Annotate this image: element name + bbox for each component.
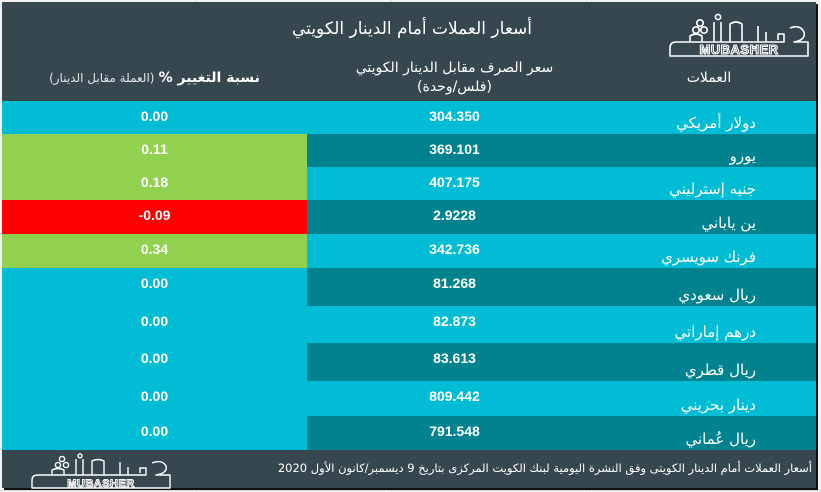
table-row: 0.18 407.175 جنيه إسترليني xyxy=(2,167,816,200)
currency-cell: ين ياباني xyxy=(602,200,816,234)
currency-cell: درهم إماراتي xyxy=(602,306,816,343)
rate-value: 82.873 xyxy=(433,313,476,329)
panel-footer: MUBASHER أسعار العملات أمام الدينار الكو… xyxy=(2,451,816,490)
currency-cell: يورو xyxy=(602,134,816,167)
table-row: 0.00 809.442 دينار بحريني xyxy=(2,381,816,416)
change-value: 0.18 xyxy=(140,174,169,190)
rate-cell: 2.9228 xyxy=(307,200,602,234)
change-value: 0.00 xyxy=(140,313,169,329)
rate-cell: 342.736 xyxy=(307,234,602,268)
change-value: -0.09 xyxy=(138,207,171,223)
rate-cell: 304.350 xyxy=(307,101,602,134)
panel-header: أسعار العملات أمام الدينار الكويتي MUBAS… xyxy=(2,2,816,58)
currency-cell: ريال قطري xyxy=(602,343,816,381)
currency-cell: ريال عُماني xyxy=(602,416,816,450)
table-row: 0.11 369.101 يورو xyxy=(2,134,816,167)
sheet-gridline xyxy=(0,490,821,491)
currency-cell: جنيه إسترليني xyxy=(602,167,816,200)
change-value: 0.00 xyxy=(140,108,169,124)
currency-name: درهم إماراتي xyxy=(674,323,756,341)
rates-table: 0.00 304.350 دولار أمريكي 0.11 369.101 يورو 0.… xyxy=(2,101,816,450)
currency-name: دولار أمريكي xyxy=(676,114,756,132)
currency-name: جنيه إسترليني xyxy=(669,180,756,198)
currency-cell: دينار بحريني xyxy=(602,381,816,416)
currency-name: ريال قطري xyxy=(684,361,756,379)
currency-name: ريال سعودي xyxy=(678,286,756,304)
rate-value: 809.442 xyxy=(429,388,480,404)
change-value: 0.00 xyxy=(140,388,169,404)
currency-name: يورو xyxy=(729,147,756,165)
rate-cell: 81.268 xyxy=(307,268,602,306)
table-row: 0.00 791.548 ريال عُماني xyxy=(2,416,816,450)
change-cell: 0.00 xyxy=(2,381,307,416)
change-cell: 0.11 xyxy=(2,134,307,167)
currency-cell: فرنك سويسري xyxy=(602,234,816,268)
change-cell: 0.34 xyxy=(2,234,307,268)
rate-value: 791.548 xyxy=(429,423,480,439)
rate-cell: 82.873 xyxy=(307,306,602,343)
change-value: 0.11 xyxy=(141,141,168,157)
table-row: 0.00 82.873 درهم إماراتي xyxy=(2,306,816,343)
column-header-change: نسبة التغيير % (العملة مقابل الدينار) xyxy=(2,55,307,101)
rate-value: 342.736 xyxy=(429,241,480,257)
svg-text:MUBASHER: MUBASHER xyxy=(699,42,778,57)
currency-name: فرنك سويسري xyxy=(661,248,756,266)
change-cell: 0.18 xyxy=(2,167,307,200)
rate-header-line1: سعر الصرف مقابل الدينار الكويتي xyxy=(355,60,554,76)
table-row: -0.09 2.9228 ين ياباني xyxy=(2,200,816,234)
change-value: 0.00 xyxy=(140,275,169,291)
column-header-currency: العملات xyxy=(686,70,732,86)
rate-cell: 809.442 xyxy=(307,381,602,416)
change-cell: -0.09 xyxy=(2,200,307,234)
currency-name: ين ياباني xyxy=(701,214,756,232)
change-header-main: نسبة التغيير % xyxy=(158,70,260,86)
page-title: أسعار العملات أمام الدينار الكويتي xyxy=(292,19,532,39)
rate-value: 369.101 xyxy=(429,141,480,157)
change-cell: 0.00 xyxy=(2,416,307,450)
currency-name: ريال عُماني xyxy=(685,430,756,448)
rate-header-line2: (فلس/وحدة) xyxy=(417,79,492,95)
change-value: 0.00 xyxy=(140,350,169,366)
rate-value: 83.613 xyxy=(433,350,476,366)
change-cell: 0.00 xyxy=(2,268,307,306)
rate-value: 81.268 xyxy=(433,275,476,291)
rate-value: 407.175 xyxy=(429,174,480,190)
currency-cell: دولار أمريكي xyxy=(602,101,816,134)
change-cell: 0.00 xyxy=(2,306,307,343)
rate-cell: 369.101 xyxy=(307,134,602,167)
change-cell: 0.00 xyxy=(2,343,307,381)
rate-cell: 83.613 xyxy=(307,343,602,381)
column-header-rate: سعر الصرف مقابل الدينار الكويتي (فلس/وحد… xyxy=(307,55,602,101)
change-header-sub: (العملة مقابل الدينار) xyxy=(49,71,155,85)
svg-text:MUBASHER: MUBASHER xyxy=(67,478,135,490)
footer-note: أسعار العملات أمام الدينار الكويتى وفق ا… xyxy=(277,461,812,475)
table-row: 0.00 83.613 ريال قطري xyxy=(2,343,816,381)
mubasher-logo-footer: MUBASHER xyxy=(31,453,171,490)
change-value: 0.00 xyxy=(140,423,169,439)
change-cell: 0.00 xyxy=(2,101,307,134)
rate-value: 304.350 xyxy=(429,108,480,124)
table-row: 0.34 342.736 فرنك سويسري xyxy=(2,234,816,268)
rate-cell: 791.548 xyxy=(307,416,602,450)
change-value: 0.34 xyxy=(140,241,169,257)
rate-value: 2.9228 xyxy=(433,207,476,223)
currency-name: دينار بحريني xyxy=(680,396,756,414)
column-headers: العملات سعر الصرف مقابل الدينار الكويتي … xyxy=(2,55,816,101)
mubasher-logo: MUBASHER xyxy=(669,13,809,58)
table-row: 0.00 81.268 ريال سعودي xyxy=(2,268,816,306)
table-row: 0.00 304.350 دولار أمريكي xyxy=(2,101,816,134)
rate-cell: 407.175 xyxy=(307,167,602,200)
currency-cell: ريال سعودي xyxy=(602,268,816,306)
